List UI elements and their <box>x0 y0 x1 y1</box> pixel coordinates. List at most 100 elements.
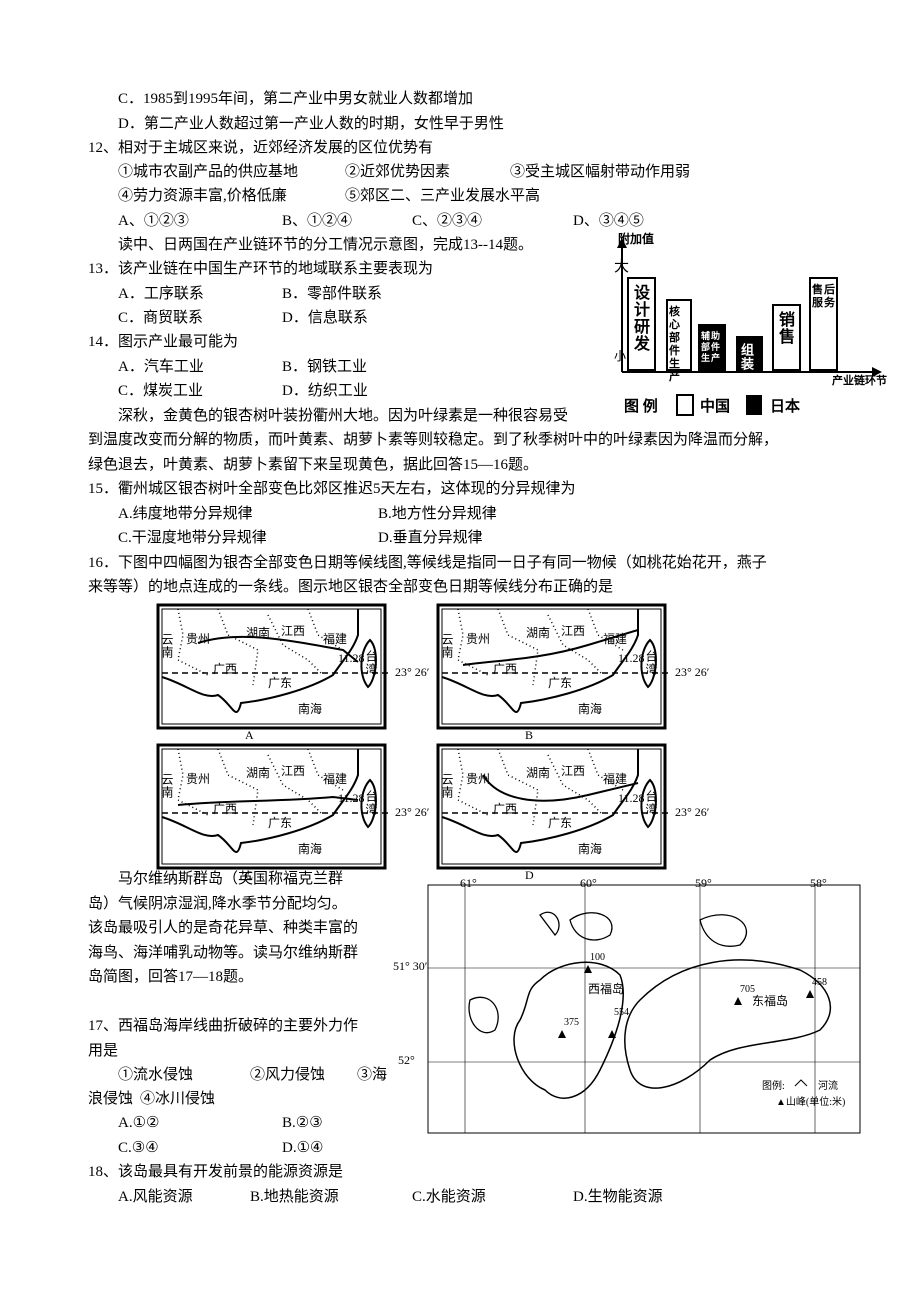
longitude-label: 58° <box>810 876 827 890</box>
legend-label: 河流 <box>818 1081 838 1092</box>
map-label: 广西 <box>493 802 518 816</box>
island <box>468 996 499 1034</box>
stage-box <box>698 324 726 371</box>
map-label: 南海 <box>578 702 603 716</box>
coastline <box>441 609 639 713</box>
map-label: 云南 <box>440 633 454 659</box>
text-line: C．1985到1995年间，第二产业中男女就业人数都增加 <box>118 91 474 107</box>
latitude-label: 23° 26′ <box>395 665 430 679</box>
text-line: A.纬度地带分异规律 <box>118 506 253 522</box>
text-line: C.干湿度地带分异规律 <box>118 530 267 546</box>
peak-label: 554 <box>614 1007 629 1018</box>
text-line: 深秋，金黄色的银杏树叶装扮衢州大地。因为叶绿素是一种很容易受 <box>118 408 569 424</box>
map-label: 广西 <box>213 662 238 676</box>
map-caption: B <box>525 728 534 742</box>
text-line: C.水能资源 <box>412 1189 486 1205</box>
text-line: 14．图示产业最可能为 <box>88 334 239 350</box>
map-frame <box>441 748 662 865</box>
coastline <box>161 749 359 853</box>
stage-label: 组装 <box>739 343 754 371</box>
legend-title: 图例: <box>762 1081 785 1092</box>
text-line: 用是 <box>88 1043 119 1059</box>
text-line: 来等等）的地点连成的一条线。图示地区银杏全部变色日期等候线分布正确的是 <box>88 579 614 595</box>
map-label: 云南 <box>440 773 454 799</box>
text-line: B．零部件联系 <box>282 286 383 302</box>
text-line: A、①②③ <box>118 213 189 229</box>
legend-label: ▲山峰(单位:米) <box>776 1097 846 1108</box>
text-line: ①城市农副产品的供应基地 <box>118 164 299 180</box>
latitude-label: 23° 26′ <box>395 805 430 819</box>
island <box>640 638 657 689</box>
contour-label: 11.28 <box>338 791 365 805</box>
contour-label: 11.28 <box>338 651 365 665</box>
map-label: 台湾 <box>364 650 378 676</box>
axis-label: 附加值 <box>618 232 655 246</box>
map-label: 贵州 <box>186 632 211 646</box>
latitude-label: 23° 26′ <box>675 805 710 819</box>
map-label: 福建 <box>603 632 628 646</box>
text-line: A．工序联系 <box>118 286 204 302</box>
text-line: A.①② <box>118 1115 160 1131</box>
text-line: ④冰川侵蚀 <box>140 1091 216 1107</box>
text-line: 13．该产业链在中国生产环节的地域联系主要表现为 <box>88 261 434 277</box>
map-label: 江西 <box>561 764 586 778</box>
arrow <box>872 367 882 377</box>
legend-title: 图 例 <box>624 399 658 415</box>
map-label: 湖南 <box>526 766 551 780</box>
peak-label: 458 <box>812 977 827 988</box>
isoline <box>482 774 639 802</box>
peak-label: 375 <box>564 1017 579 1028</box>
map-label: 湖南 <box>246 626 271 640</box>
map-label: 湖南 <box>526 626 551 640</box>
island <box>360 778 377 829</box>
map-label: 台湾 <box>364 790 378 816</box>
stage-box <box>627 277 656 371</box>
map-frame <box>156 603 387 730</box>
coastline <box>441 749 639 853</box>
text-line: 15．衢州城区银杏树叶全部变色比郊区推迟5天左右，这体现的分异规律为 <box>88 481 576 497</box>
text-line: 绿色退去，叶黄素、胡萝卜素留下来呈现黄色，据此回答15—16题。 <box>88 457 539 473</box>
border <box>267 754 324 816</box>
text-line: 岛）气候阴凉湿润,降水季节分配均匀。 <box>88 896 347 912</box>
map-caption: A <box>245 728 254 742</box>
stage-box <box>736 336 763 371</box>
text-line: C．商贸联系 <box>118 310 204 326</box>
text-line: B、①②④ <box>282 213 353 229</box>
text-line: A.风能资源 <box>118 1189 193 1205</box>
latitude-label: 23° 26′ <box>675 665 710 679</box>
island <box>569 912 613 941</box>
text-line: ②风力侵蚀 <box>250 1067 326 1083</box>
island-label: 东福岛 <box>752 994 789 1008</box>
border <box>177 608 209 676</box>
text-line: 12、相对于主城区来说，近郊经济发展的区位优势有 <box>88 140 434 156</box>
text-line: 18、该岛最具有开发前景的能源资源是 <box>88 1164 344 1180</box>
text-line: B.地热能资源 <box>250 1189 339 1205</box>
peak-mark <box>806 990 814 998</box>
isoline <box>197 635 359 663</box>
map-frame <box>436 603 667 730</box>
text-line: ③受主城区幅射带动作用弱 <box>510 164 691 180</box>
peak-label: 705 <box>740 984 755 995</box>
text-line: D．纺织工业 <box>282 383 368 399</box>
text-line: 浪侵蚀 <box>88 1091 134 1107</box>
border <box>217 608 259 686</box>
peak-mark <box>734 997 742 1005</box>
isoline <box>177 795 359 806</box>
longitude-label: 60° <box>580 876 597 890</box>
map-label: 江西 <box>281 764 306 778</box>
text-line: 到温度改变而分解的物质，而叶黄素、胡萝卜素等则较稳定。到了秋季树叶中的叶绿素因为… <box>88 432 779 448</box>
peak-mark <box>558 1030 566 1038</box>
border <box>177 748 209 816</box>
text-line: 读中、日两国在产业链环节的分工情况示意图，完成13--14题。 <box>118 237 533 253</box>
border <box>457 748 489 816</box>
legend-swatch <box>676 394 694 416</box>
axis-label: 小 <box>614 349 627 363</box>
border <box>547 754 604 816</box>
island <box>624 959 831 1089</box>
contour-label: 11.28 <box>618 791 645 805</box>
text-line: 马尔维纳斯群岛（英国称福克兰群 <box>118 871 344 887</box>
border <box>267 614 324 676</box>
text-line: 岛简图，回答17—18题。 <box>88 969 254 985</box>
map-frame <box>161 748 382 865</box>
